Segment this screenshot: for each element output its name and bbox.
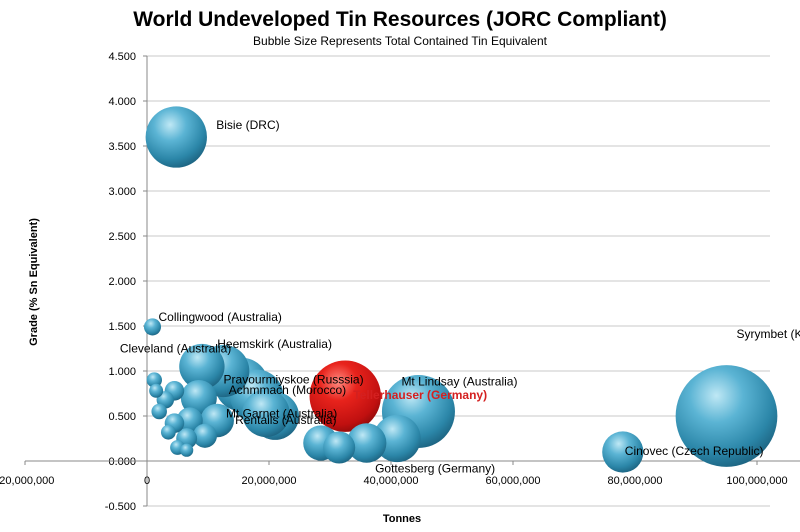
y-tick-label: 1.000 [108, 366, 136, 378]
x-tick-label: 0 [144, 475, 150, 487]
bubble-labels: Bisie (DRC) Collingwood (Australia) Clevel… [120, 118, 800, 476]
y-tick-label: 2.500 [108, 231, 136, 243]
y-tick-label: 4.000 [108, 96, 136, 108]
bubbles [143, 106, 778, 473]
bubble-label: Syrymbet (Kazakhstan) [737, 327, 800, 341]
bubble [146, 372, 162, 388]
x-tick-label: 40,000,000 [363, 475, 418, 487]
y-tick-label: 3.000 [108, 186, 136, 198]
y-tick-label: 4.500 [108, 51, 136, 63]
bubble-label: Gottesberg (Germany) [375, 462, 495, 476]
bubble [309, 360, 381, 432]
bubble [179, 343, 225, 390]
x-tick-label: 20,000,000 [241, 475, 296, 487]
bubble-label: Pravourmiyskoe (Russsia) [224, 373, 364, 387]
x-tick-label: -20,000,000 [0, 475, 54, 487]
x-axis-label: Tonnes [383, 513, 421, 525]
bubble-label: Bisie (DRC) [216, 118, 279, 132]
bubble [323, 431, 356, 464]
bubble [160, 424, 176, 440]
y-tick-label: -0.500 [105, 501, 136, 513]
x-tick-label: 60,000,000 [485, 475, 540, 487]
bubble-label: Mt Garnet (Australia) [226, 406, 337, 420]
bubble-label: Heemskirk (Australia) [217, 337, 332, 351]
bubble [192, 423, 217, 448]
axes: -0.500 0.000 0.500 1.000 1.500 2.000 2.500 3.00… [0, 51, 800, 513]
bubble [145, 106, 207, 168]
chart-subtitle: Bubble Size Represents Total Contained T… [253, 34, 547, 48]
bubble [675, 365, 778, 467]
x-tick-label: 80,000,000 [607, 475, 662, 487]
bubble [346, 423, 387, 463]
bubble-label: Tellerhauser (Germany) [353, 388, 487, 402]
bubble [180, 443, 194, 457]
bubble [143, 318, 162, 336]
bubble-label: Achmmach (Morocco) [229, 383, 346, 397]
bubble [242, 389, 290, 438]
y-tick-label: 0.000 [108, 456, 136, 468]
y-axis-label: Grade (% Sn Equivalent) [28, 218, 40, 346]
y-tick-label: 0.500 [108, 411, 136, 423]
bubble-label: Cleveland (Australia) [120, 342, 231, 356]
x-tick-label: 100,000,000 [726, 475, 787, 487]
bubble-label: Collingwood (Australia) [158, 310, 281, 324]
bubble [151, 403, 167, 420]
bubble [149, 383, 164, 398]
y-tick-label: 2.000 [108, 276, 136, 288]
chart-title: World Undeveloped Tin Resources (JORC Co… [133, 8, 667, 31]
y-tick-label: 1.500 [108, 321, 136, 333]
bubble [373, 414, 421, 463]
bubble-label: Cinovec (Czech Republic) [625, 444, 764, 458]
bubble-label: Rentails (Australia) [235, 413, 336, 427]
bubble-label: Mt Lindsay (Australia) [401, 375, 517, 389]
y-tick-label: 3.500 [108, 141, 136, 153]
bubble [602, 431, 644, 473]
